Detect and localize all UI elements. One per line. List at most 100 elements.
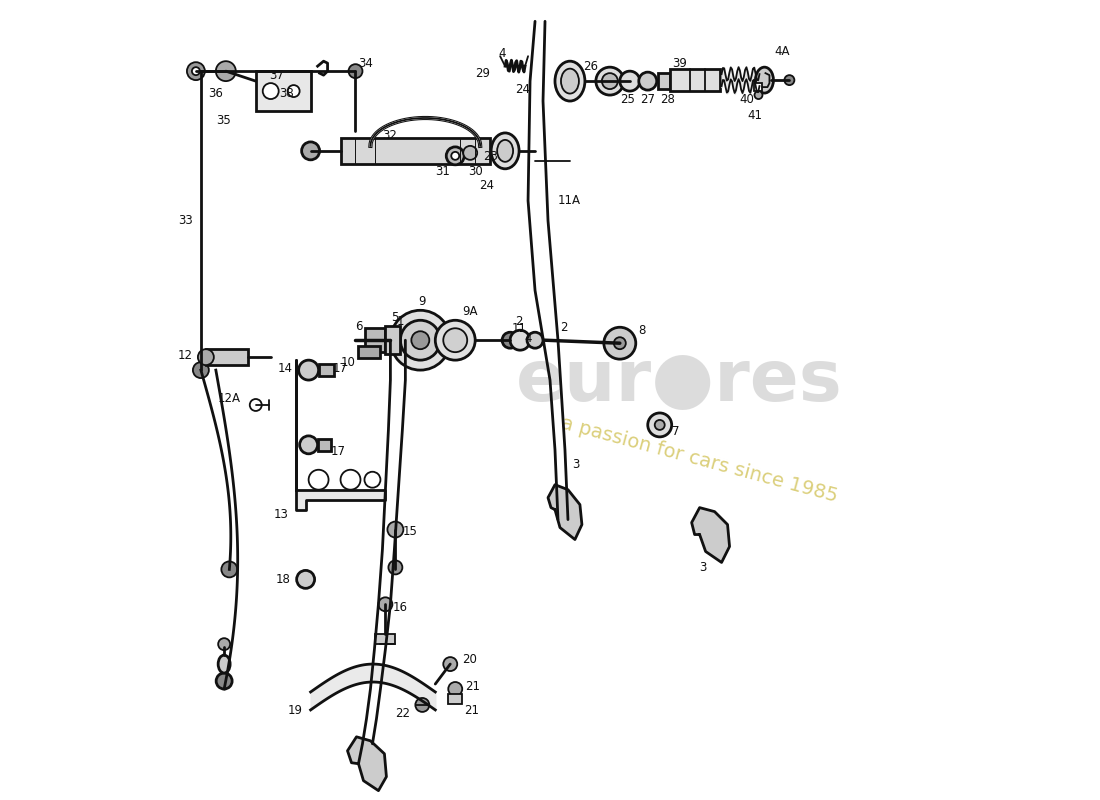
Text: 2: 2 — [515, 315, 522, 328]
Text: 17: 17 — [331, 446, 345, 458]
Text: 21: 21 — [464, 705, 480, 718]
Text: 8: 8 — [638, 324, 646, 337]
Text: 29: 29 — [475, 66, 491, 80]
Text: 12A: 12A — [218, 391, 241, 405]
Text: 31: 31 — [436, 165, 450, 178]
Text: 16: 16 — [393, 601, 407, 614]
Circle shape — [187, 62, 205, 80]
Text: 22: 22 — [395, 707, 410, 721]
Circle shape — [218, 638, 230, 650]
Circle shape — [301, 142, 320, 160]
Text: 39: 39 — [672, 57, 686, 70]
Circle shape — [221, 562, 238, 578]
Circle shape — [400, 320, 440, 360]
Circle shape — [298, 360, 319, 380]
Text: 33: 33 — [178, 214, 192, 227]
Circle shape — [614, 338, 626, 349]
Bar — [341, 138, 491, 164]
Text: 41: 41 — [748, 110, 762, 122]
Bar — [319, 364, 333, 376]
Text: 10: 10 — [341, 356, 355, 369]
Text: 4: 4 — [498, 46, 506, 60]
Circle shape — [443, 328, 468, 352]
Circle shape — [263, 83, 278, 99]
Text: 14: 14 — [277, 362, 293, 374]
Bar — [375, 634, 395, 644]
Text: 34: 34 — [359, 57, 373, 70]
Circle shape — [436, 320, 475, 360]
Text: 24: 24 — [480, 178, 494, 192]
Polygon shape — [296, 360, 385, 510]
Circle shape — [216, 61, 235, 81]
Text: 13: 13 — [274, 508, 288, 521]
Circle shape — [388, 561, 403, 574]
Text: 30: 30 — [469, 165, 483, 178]
Bar — [206, 349, 248, 365]
Text: 25: 25 — [619, 93, 635, 106]
Bar — [449, 694, 462, 704]
Bar — [755, 83, 762, 91]
Circle shape — [502, 332, 518, 348]
Text: 38: 38 — [278, 86, 294, 99]
Circle shape — [449, 682, 462, 696]
Circle shape — [198, 349, 213, 365]
Circle shape — [411, 331, 429, 349]
Bar — [359, 346, 381, 358]
Circle shape — [288, 85, 299, 97]
Text: 23: 23 — [483, 150, 498, 163]
Text: 6: 6 — [355, 320, 363, 333]
Text: 37: 37 — [268, 69, 284, 82]
Polygon shape — [348, 737, 386, 790]
Circle shape — [602, 73, 618, 89]
Circle shape — [416, 698, 429, 712]
Circle shape — [596, 67, 624, 95]
Text: 18: 18 — [276, 573, 290, 586]
Circle shape — [217, 673, 232, 689]
Ellipse shape — [756, 67, 773, 93]
Text: eur●res: eur●res — [516, 346, 843, 414]
Text: 28: 28 — [660, 93, 674, 106]
Circle shape — [619, 71, 640, 91]
Circle shape — [463, 146, 477, 160]
Polygon shape — [548, 485, 582, 539]
Text: 19: 19 — [287, 705, 303, 718]
Text: 5: 5 — [390, 311, 398, 324]
Circle shape — [755, 91, 762, 99]
Circle shape — [341, 470, 361, 490]
Bar — [318, 439, 331, 451]
Ellipse shape — [556, 61, 585, 101]
Text: 21: 21 — [465, 681, 481, 694]
Text: 17: 17 — [332, 362, 348, 374]
Text: 40: 40 — [739, 93, 755, 106]
Circle shape — [527, 332, 543, 348]
Bar — [670, 69, 719, 91]
Ellipse shape — [497, 140, 513, 162]
Ellipse shape — [491, 133, 519, 169]
Text: 12: 12 — [178, 349, 192, 362]
Bar — [255, 71, 310, 111]
Circle shape — [250, 399, 262, 411]
Text: 24: 24 — [515, 83, 530, 96]
Text: 9: 9 — [418, 295, 426, 308]
Circle shape — [299, 436, 318, 454]
Circle shape — [349, 64, 363, 78]
Text: 35: 35 — [216, 114, 231, 127]
Ellipse shape — [218, 655, 230, 673]
Text: 32: 32 — [383, 129, 397, 142]
Circle shape — [648, 413, 672, 437]
Circle shape — [654, 420, 664, 430]
Circle shape — [510, 330, 530, 350]
Text: 4: 4 — [524, 332, 531, 345]
Circle shape — [191, 67, 200, 75]
Circle shape — [784, 75, 794, 85]
Circle shape — [390, 310, 450, 370]
Circle shape — [604, 327, 636, 359]
Circle shape — [447, 147, 464, 165]
Text: 2: 2 — [560, 322, 568, 334]
Text: 36: 36 — [208, 86, 223, 99]
Circle shape — [192, 362, 209, 378]
Circle shape — [364, 472, 381, 488]
Text: 1: 1 — [397, 315, 404, 328]
Ellipse shape — [561, 69, 579, 94]
Circle shape — [451, 152, 459, 160]
